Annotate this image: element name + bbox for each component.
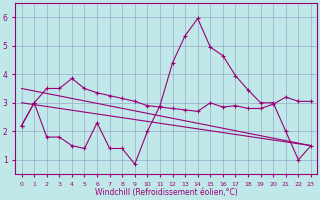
X-axis label: Windchill (Refroidissement éolien,°C): Windchill (Refroidissement éolien,°C): [95, 188, 238, 197]
